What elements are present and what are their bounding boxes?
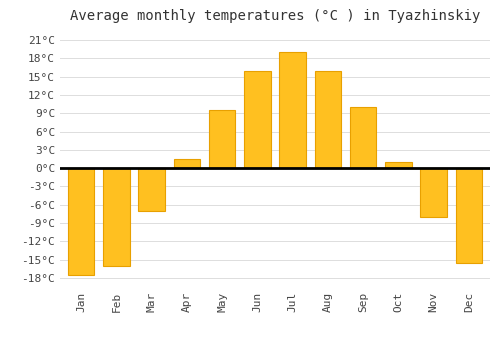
Bar (103, 168, 130, 266)
Bar (280, 52, 306, 168)
Bar (420, 168, 447, 217)
Bar (174, 159, 200, 168)
Bar (385, 162, 411, 168)
Bar (244, 71, 270, 168)
Bar (138, 168, 165, 211)
Bar (209, 110, 236, 168)
Bar (68, 168, 94, 275)
Bar (350, 107, 376, 168)
Bar (456, 168, 482, 262)
Title: Average monthly temperatures (°C ) in Tyazhinskiy: Average monthly temperatures (°C ) in Ty… (70, 9, 480, 23)
Bar (314, 71, 341, 168)
